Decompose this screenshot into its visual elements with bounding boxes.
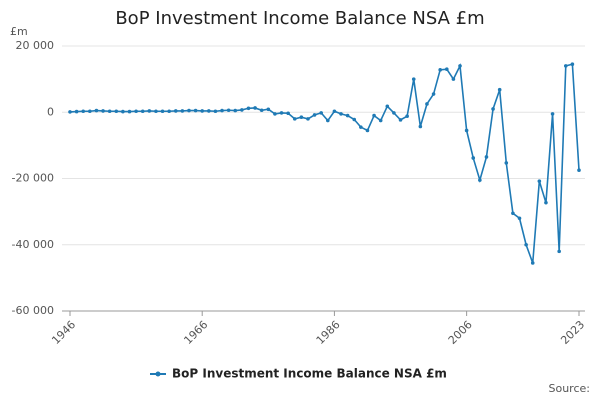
data-point	[511, 211, 515, 216]
data-point	[299, 115, 304, 120]
data-point	[240, 108, 244, 112]
data-point	[88, 109, 92, 114]
data-point	[438, 68, 442, 72]
data-point	[68, 110, 72, 114]
data-point	[246, 106, 251, 111]
data-point	[398, 118, 403, 122]
source: Source:	[549, 382, 591, 395]
data-point	[121, 109, 125, 114]
data-point	[220, 108, 224, 113]
data-point	[81, 109, 86, 114]
data-point	[544, 200, 548, 205]
data-point	[114, 109, 119, 114]
data-point	[207, 109, 211, 113]
data-point	[193, 108, 198, 113]
data-point	[147, 109, 152, 113]
data-point	[233, 108, 238, 113]
data-point	[332, 109, 337, 114]
data-point	[187, 108, 191, 113]
data-point	[524, 242, 528, 247]
data-point	[173, 109, 178, 113]
data-point	[345, 113, 350, 118]
data-point	[378, 118, 383, 123]
data-point	[557, 249, 561, 254]
data-point	[458, 64, 462, 68]
data-point	[127, 109, 132, 114]
data-point	[154, 109, 158, 114]
data-point	[140, 109, 145, 114]
data-point	[365, 128, 370, 133]
data-point	[200, 109, 205, 113]
data-point	[292, 117, 297, 121]
data-point	[464, 128, 469, 133]
data-point	[491, 107, 495, 111]
data-point	[107, 109, 112, 114]
data-point	[352, 117, 357, 122]
y-tick-label: -40 000	[12, 238, 54, 251]
data-point	[537, 179, 542, 183]
data-point	[405, 114, 409, 119]
data-point	[213, 109, 218, 114]
data-point	[259, 108, 264, 113]
y-tick-label: -20 000	[12, 172, 54, 185]
x-tick-label: 1966	[181, 318, 210, 347]
data-point	[530, 261, 535, 265]
data-point	[306, 117, 310, 121]
data-point	[451, 77, 456, 81]
data-point	[563, 64, 568, 68]
y-tick-label: -60 000	[12, 304, 54, 317]
data-point	[279, 111, 284, 115]
data-point	[497, 87, 502, 92]
data-point	[418, 124, 423, 129]
data-point	[326, 118, 330, 123]
data-point	[425, 102, 429, 106]
data-point	[444, 67, 449, 71]
data-point	[359, 125, 363, 129]
data-point	[471, 156, 476, 160]
data-point	[226, 108, 231, 113]
y-tick-label: 20 000	[16, 39, 55, 52]
data-point	[134, 109, 138, 114]
data-point	[372, 113, 376, 118]
y-tick-label: 0	[47, 105, 54, 118]
x-tick-label: 1946	[49, 318, 78, 347]
data-point	[550, 112, 555, 116]
data-point	[286, 111, 290, 116]
legend-label: BoP Investment Income Balance NSA £m	[172, 367, 447, 381]
data-point	[392, 111, 396, 115]
data-point	[570, 62, 575, 67]
data-point	[431, 92, 436, 96]
data-point	[312, 113, 317, 117]
data-point	[266, 107, 271, 112]
data-point	[577, 168, 581, 173]
data-point	[411, 77, 416, 81]
data-point	[478, 178, 482, 182]
data-point	[517, 216, 522, 221]
chart-title: BoP Investment Income Balance NSA £m	[115, 8, 484, 29]
data-point	[167, 109, 171, 114]
data-point	[504, 161, 509, 165]
data-point	[385, 104, 390, 109]
x-tick-label: 2006	[446, 318, 475, 347]
legend-marker	[155, 371, 161, 377]
x-tick-label: 2023	[558, 318, 587, 347]
data-point	[253, 106, 257, 110]
y-axis-label: £m	[10, 25, 28, 38]
data-point	[319, 111, 323, 115]
data-point	[160, 109, 165, 114]
data-point	[273, 112, 277, 116]
data-point	[74, 109, 79, 114]
data-point	[484, 155, 489, 159]
data-point	[94, 108, 99, 113]
data-point	[339, 112, 343, 116]
data-point	[180, 109, 185, 113]
x-tick-label: 1986	[314, 318, 343, 347]
series-line	[69, 63, 580, 264]
data-point	[101, 109, 105, 113]
